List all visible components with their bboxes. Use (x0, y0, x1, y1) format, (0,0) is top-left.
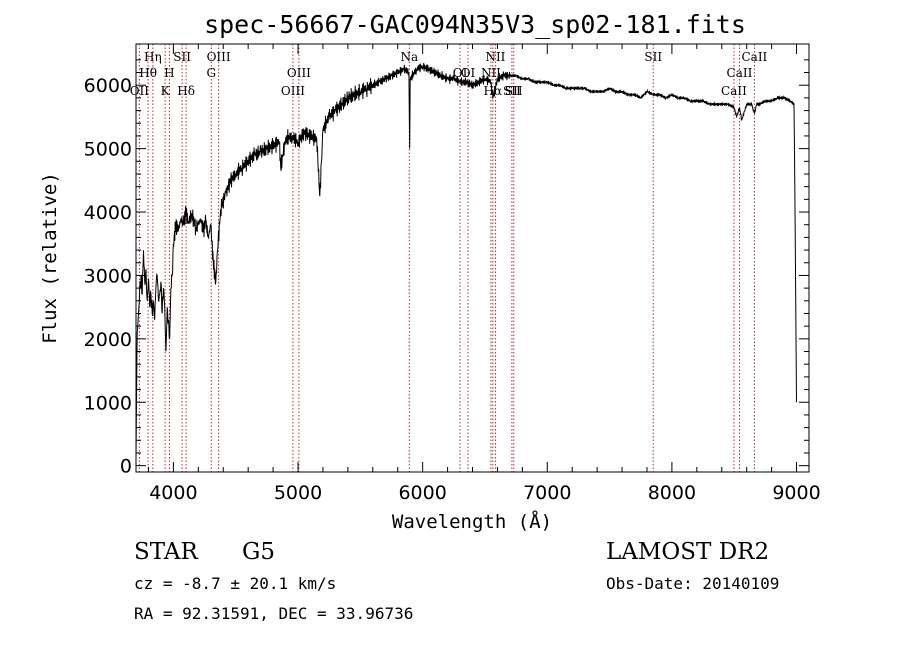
line-label-15: NII (481, 66, 501, 80)
line-label-14: OI (461, 66, 476, 80)
line-label-22: CaII (721, 84, 747, 98)
line-label-9: OIII (287, 66, 311, 80)
line-label-11: Na (400, 50, 418, 64)
line-label-5: K (161, 84, 171, 98)
chart-title: spec-56667-GAC094N35V3_sp02-181.fits (204, 10, 746, 39)
line-label-10: OIII (281, 84, 305, 98)
line-label-1: Hθ (139, 66, 157, 80)
y-tick-label-0: 0 (120, 456, 132, 478)
x-tick-label-3: 7000 (523, 482, 571, 504)
x-axis-label: Wavelength (Å) (392, 510, 552, 533)
y-tick-label-5: 5000 (84, 139, 132, 161)
line-label-13: OI (453, 66, 468, 80)
y-axis-label: Flux (relative) (39, 172, 61, 344)
line-label-6: Hδ (177, 84, 195, 98)
x-tick-label-4: 8000 (648, 482, 696, 504)
coordinates: RA = 92.31591, DEC = 33.96736 (134, 604, 413, 623)
y-tick-label-1: 1000 (84, 392, 132, 414)
y-tick-label-3: 3000 (84, 265, 132, 287)
x-axis-ticks: 4000 5000 6000 7000 8000 9000 (147, 44, 821, 504)
y-tick-label-2: 2000 (84, 329, 132, 351)
x-tick-label-1: 5000 (274, 482, 322, 504)
line-label-18: SII (505, 84, 523, 98)
spectral-line-markers (138, 44, 755, 472)
y-tick-label-4: 4000 (84, 202, 132, 224)
plot-frame (135, 43, 810, 473)
line-label-8: G (206, 66, 216, 80)
line-label-7: OIII (207, 50, 231, 64)
line-label-17: SII (503, 84, 521, 98)
spectrum-line (135, 62, 797, 460)
line-label-4: H (164, 66, 174, 80)
line-label-0: Hη (144, 50, 162, 64)
observation-date: Obs-Date: 20140109 (606, 574, 779, 593)
line-label-3: SII (173, 50, 191, 64)
x-tick-label-5: 9000 (772, 482, 820, 504)
object-class: STAR (134, 539, 198, 565)
y-axis-ticks: 0 1000 2000 3000 4000 5000 6000 (84, 59, 809, 478)
survey-name: LAMOST DR2 (606, 539, 769, 565)
object-subclass: G5 (242, 539, 275, 565)
line-label-12: NII (485, 50, 505, 64)
line-label-20: CaII (741, 50, 767, 64)
line-label-19: SII (644, 50, 662, 64)
line-label-2: OII (130, 84, 150, 98)
x-tick-label-2: 6000 (398, 482, 446, 504)
x-tick-label-0: 4000 (149, 482, 197, 504)
y-tick-label-6: 6000 (84, 75, 132, 97)
line-label-21: CaII (727, 66, 753, 80)
redshift-cz: cz = -8.7 ± 20.1 km/s (134, 574, 336, 593)
